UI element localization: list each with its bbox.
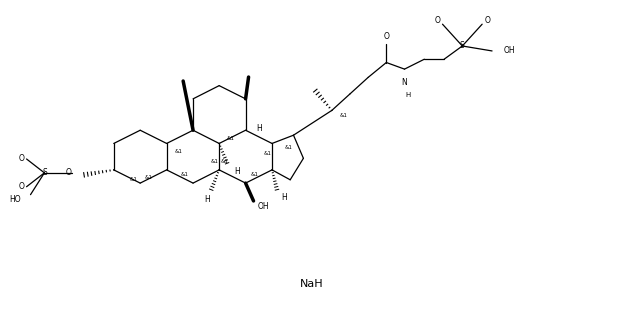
- Text: O: O: [19, 154, 24, 164]
- Text: H: H: [406, 92, 411, 98]
- Text: &1: &1: [145, 175, 153, 180]
- Text: S: S: [42, 168, 47, 177]
- Text: H: H: [281, 193, 287, 202]
- Text: S: S: [460, 41, 465, 51]
- Text: OH: OH: [258, 203, 269, 211]
- Text: &1: &1: [227, 136, 235, 141]
- Text: &1: &1: [263, 151, 271, 156]
- Text: O: O: [383, 32, 389, 41]
- Text: O: O: [19, 182, 24, 191]
- Text: HO: HO: [9, 195, 21, 204]
- Text: N: N: [402, 78, 407, 88]
- Text: &1: &1: [130, 177, 137, 182]
- Text: &1: &1: [220, 160, 228, 165]
- Text: H: H: [234, 167, 240, 176]
- Text: &1: &1: [175, 149, 182, 154]
- Text: NaH: NaH: [300, 279, 324, 289]
- Text: &1: &1: [210, 160, 218, 165]
- Text: &1: &1: [180, 172, 188, 177]
- Text: &1: &1: [340, 113, 348, 118]
- Text: O: O: [434, 16, 441, 25]
- Text: H: H: [256, 124, 262, 133]
- Text: H: H: [205, 195, 210, 204]
- Text: OH: OH: [504, 46, 515, 56]
- Text: &1: &1: [250, 172, 258, 177]
- Text: O: O: [66, 168, 71, 177]
- Text: O: O: [484, 16, 490, 25]
- Text: &1: &1: [285, 144, 293, 149]
